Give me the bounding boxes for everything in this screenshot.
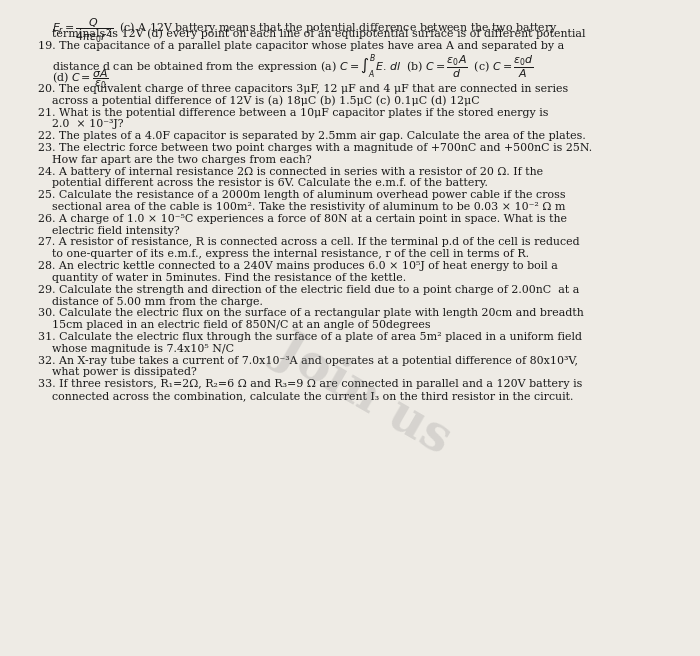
Text: 28. An electric kettle connected to a 240V mains produces 6.0 × 10⁵J of heat ene: 28. An electric kettle connected to a 24… (38, 261, 559, 271)
Text: Join us: Join us (267, 324, 461, 463)
Text: 2.0  × 10⁻³J?: 2.0 × 10⁻³J? (52, 119, 124, 129)
Text: 21. What is the potential difference between a 10μF capacitor plates if the stor: 21. What is the potential difference bet… (38, 108, 549, 117)
Text: 29. Calculate the strength and direction of the electric field due to a point ch: 29. Calculate the strength and direction… (38, 285, 580, 295)
Text: 27. A resistor of resistance, R is connected across a cell. If the terminal p.d : 27. A resistor of resistance, R is conne… (38, 237, 580, 247)
Text: (d) $C = \dfrac{\sigma A}{\varepsilon_0}$: (d) $C = \dfrac{\sigma A}{\varepsilon_0}… (52, 68, 109, 91)
Text: $E_r = \dfrac{Q}{4\pi\varepsilon_0 r^2}$  (c) A 12V battery means that the poten: $E_r = \dfrac{Q}{4\pi\varepsilon_0 r^2}$… (52, 17, 559, 45)
Text: sectional area of the cable is 100m². Take the resistivity of aluminum to be 0.0: sectional area of the cable is 100m². Ta… (52, 202, 566, 212)
Text: to one-quarter of its e.m.f., express the internal resistance, r of the cell in : to one-quarter of its e.m.f., express th… (52, 249, 529, 259)
Text: across a potential difference of 12V is (a) 18μC (b) 1.5μC (c) 0.1μC (d) 12μC: across a potential difference of 12V is … (52, 96, 480, 106)
Text: 30. Calculate the electric flux on the surface of a rectangular plate with lengt: 30. Calculate the electric flux on the s… (38, 308, 584, 318)
Text: potential different across the resistor is 6V. Calculate the e.m.f. of the batte: potential different across the resistor … (52, 178, 489, 188)
Text: 33. If three resistors, R₁=2Ω, R₂=6 Ω and R₃=9 Ω are connected in parallel and a: 33. If three resistors, R₁=2Ω, R₂=6 Ω an… (38, 379, 583, 389)
Text: 23. The electric force between two point charges with a magnitude of +700nC and : 23. The electric force between two point… (38, 143, 593, 153)
Text: 25. Calculate the resistance of a 2000m length of aluminum overhead power cable : 25. Calculate the resistance of a 2000m … (38, 190, 566, 200)
Text: How far apart are the two charges from each?: How far apart are the two charges from e… (52, 155, 312, 165)
Text: 31. Calculate the electric flux through the surface of a plate of area 5m² place: 31. Calculate the electric flux through … (38, 332, 582, 342)
Text: 32. An X-ray tube takes a current of 7.0x10⁻³A and operates at a potential diffe: 32. An X-ray tube takes a current of 7.0… (38, 356, 578, 365)
Text: what power is dissipated?: what power is dissipated? (52, 367, 197, 377)
Text: distance of 5.00 mm from the charge.: distance of 5.00 mm from the charge. (52, 297, 263, 306)
Text: 15cm placed in an electric field of 850N/C at an angle of 50degrees: 15cm placed in an electric field of 850N… (52, 320, 431, 330)
Text: 22. The plates of a 4.0F capacitor is separated by 2.5mm air gap. Calculate the : 22. The plates of a 4.0F capacitor is se… (38, 131, 587, 141)
Text: quantity of water in 5minutes. Find the resistance of the kettle.: quantity of water in 5minutes. Find the … (52, 273, 407, 283)
Text: whose magnitude is 7.4x10⁵ N/C: whose magnitude is 7.4x10⁵ N/C (52, 344, 234, 354)
Text: 20. The equivalent charge of three capacitors 3μF, 12 μF and 4 μF that are conne: 20. The equivalent charge of three capac… (38, 84, 568, 94)
Text: connected across the combination, calculate the current I₃ on the third resistor: connected across the combination, calcul… (52, 391, 574, 401)
Text: distance d can be obtained from the expression (a) $C = \int_A^B E.\, dl$  (b) $: distance d can be obtained from the expr… (52, 52, 534, 81)
Text: 24. A battery of internal resistance 2Ω is connected in series with a resistor o: 24. A battery of internal resistance 2Ω … (38, 167, 544, 176)
Text: 19. The capacitance of a parallel plate capacitor whose plates have area A and s: 19. The capacitance of a parallel plate … (38, 41, 565, 51)
Text: terminals is 12V (d) every point on each line of an equipotential surface is of : terminals is 12V (d) every point on each… (52, 29, 586, 39)
Text: electric field intensity?: electric field intensity? (52, 226, 181, 236)
Text: 26. A charge of 1.0 × 10⁻⁵C experiences a force of 80N at a certain point in spa: 26. A charge of 1.0 × 10⁻⁵C experiences … (38, 214, 568, 224)
